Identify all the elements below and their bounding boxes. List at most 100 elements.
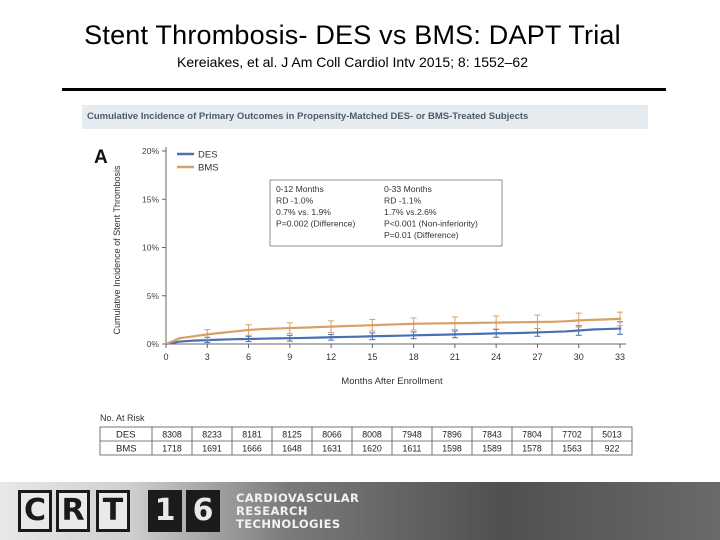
at-risk-cell: 7843	[482, 430, 502, 440]
at-risk-cell: 1631	[322, 444, 342, 454]
data-point-des	[247, 337, 250, 341]
data-point-bms	[288, 326, 292, 330]
figure-header: Cumulative Incidence of Primary Outcomes…	[82, 105, 648, 129]
data-point-bms	[205, 333, 209, 336]
x-tick-label: 0	[163, 352, 168, 362]
at-risk-table: DES 8308 8233 8181 8125 8066 8008 7948 7896 7843 7…	[99, 426, 633, 456]
logo-letter: 1	[148, 490, 182, 532]
slide-citation: Kereiakes, et al. J Am Coll Cardiol Intv…	[177, 54, 528, 70]
at-risk-cell: 922	[605, 444, 620, 454]
chart-legend: DES BMS	[177, 150, 219, 174]
x-tick-label: 15	[367, 352, 377, 362]
y-tick-label: 20%	[142, 146, 159, 156]
data-point-bms	[247, 328, 250, 332]
x-tick-label: 9	[287, 352, 292, 362]
data-point-bms	[329, 325, 333, 328]
stat-line: P=0.01 (Difference)	[384, 230, 459, 240]
legend-label-des: DES	[198, 150, 218, 161]
data-point-bms	[371, 323, 374, 327]
data-point-des	[412, 334, 415, 337]
stat-line: P=0.002 (Difference)	[276, 219, 356, 229]
at-risk-cell: 8125	[282, 430, 302, 440]
at-risk-cell: 8066	[322, 430, 342, 440]
at-risk-cell: 1666	[242, 444, 262, 454]
legend-label-bms: BMS	[198, 163, 219, 174]
slide-title: Stent Thrombosis- DES vs BMS: DAPT Trial	[84, 20, 621, 50]
data-point-bms	[618, 317, 622, 321]
data-point-des	[371, 334, 374, 338]
data-point-des	[494, 332, 498, 335]
stat-line: 0-33 Months	[384, 184, 432, 194]
x-tick-label: 30	[574, 352, 584, 362]
data-point-bms	[453, 321, 457, 325]
logo-letter: R	[56, 490, 90, 532]
x-tick-label: 21	[450, 352, 460, 362]
organization-name: CARDIOVASCULAR RESEARCH TECHNOLOGIES	[236, 492, 359, 531]
x-tick-label: 24	[491, 352, 501, 362]
data-point-des	[288, 336, 292, 340]
at-risk-cell: 7948	[402, 430, 422, 440]
kaplan-meier-chart: A Cumulative Incidence of Stent Thrombos…	[94, 146, 633, 456]
at-risk-cell: 1718	[162, 444, 182, 454]
data-point-bms	[412, 322, 415, 326]
stat-line: P<0.001 (Non-inferiority)	[384, 219, 478, 229]
stat-line: RD -1.0%	[276, 196, 314, 206]
y-tick-label: 10%	[142, 243, 159, 253]
figure-panel: Cumulative Incidence of Primary Outcomes…	[82, 105, 648, 460]
at-risk-cell: 1691	[202, 444, 222, 454]
series-line-des	[165, 327, 621, 346]
at-risk-cell: 7804	[522, 430, 542, 440]
at-risk-label: No. At Risk	[100, 413, 145, 423]
at-risk-cell: 7896	[442, 430, 462, 440]
at-risk-cell: 5013	[602, 430, 622, 440]
org-line: RESEARCH	[236, 504, 308, 518]
at-risk-row-name: BMS	[116, 444, 137, 455]
stat-line: 1.7% vs.2.6%	[384, 207, 437, 217]
data-point-des	[536, 331, 539, 334]
org-line: CARDIOVASCULAR	[236, 491, 360, 505]
figure-header-text: Cumulative Incidence of Primary Outcomes…	[87, 111, 529, 122]
x-tick-label: 6	[246, 352, 251, 362]
x-tick-label: 18	[409, 352, 419, 362]
at-risk-cell: 1589	[482, 444, 502, 454]
stat-line: 0.7% vs. 1.9%	[276, 207, 331, 217]
at-risk-cell: 1563	[562, 444, 582, 454]
at-risk-cell: 8008	[362, 430, 382, 440]
data-point-des	[577, 329, 581, 332]
org-line: TECHNOLOGIES	[236, 517, 341, 531]
stat-line: RD -1.1%	[384, 196, 422, 206]
at-risk-cell: 8233	[202, 430, 222, 440]
at-risk-cell: 1598	[442, 444, 462, 454]
series-line-bms	[165, 317, 621, 346]
statistics-box: 0-12 Months RD -1.0%0.7% vs. 1.9% P=0.002 …	[269, 179, 503, 247]
at-risk-cell: 1611	[403, 444, 422, 454]
x-tick-label: 27	[532, 352, 542, 362]
x-tick-label: 33	[615, 352, 625, 362]
statistics-box-frame	[269, 179, 503, 247]
x-axis-title: Months After Enrollment	[341, 376, 443, 387]
at-risk-cell: 7702	[562, 430, 582, 440]
y-tick-label: 0%	[147, 339, 160, 349]
y-axis-title: Cumulative Incidence of Stent Thrombosis	[112, 165, 122, 334]
stat-line: 0-12 Months	[276, 184, 324, 194]
at-risk-cell: 1648	[282, 444, 302, 454]
x-tick-label: 3	[205, 352, 210, 362]
data-point-bms	[577, 319, 581, 322]
y-tick-label: 5%	[147, 291, 160, 301]
at-risk-cell: 8181	[242, 430, 262, 440]
panel-label: A	[94, 147, 108, 168]
data-point-des	[618, 327, 622, 330]
logo-letter: 6	[186, 490, 220, 532]
logo-letter: C	[18, 490, 52, 532]
at-risk-cell: 8308	[162, 430, 182, 440]
data-point-des	[453, 333, 457, 336]
x-tick-label: 12	[326, 352, 336, 362]
at-risk-cell: 1620	[362, 444, 382, 454]
at-risk-row-name: DES	[116, 430, 136, 441]
title-divider	[62, 88, 666, 91]
at-risk-cell: 1578	[522, 444, 542, 454]
data-point-des	[329, 335, 333, 339]
y-tick-label: 15%	[142, 194, 159, 204]
logo-letter: T	[96, 490, 130, 532]
